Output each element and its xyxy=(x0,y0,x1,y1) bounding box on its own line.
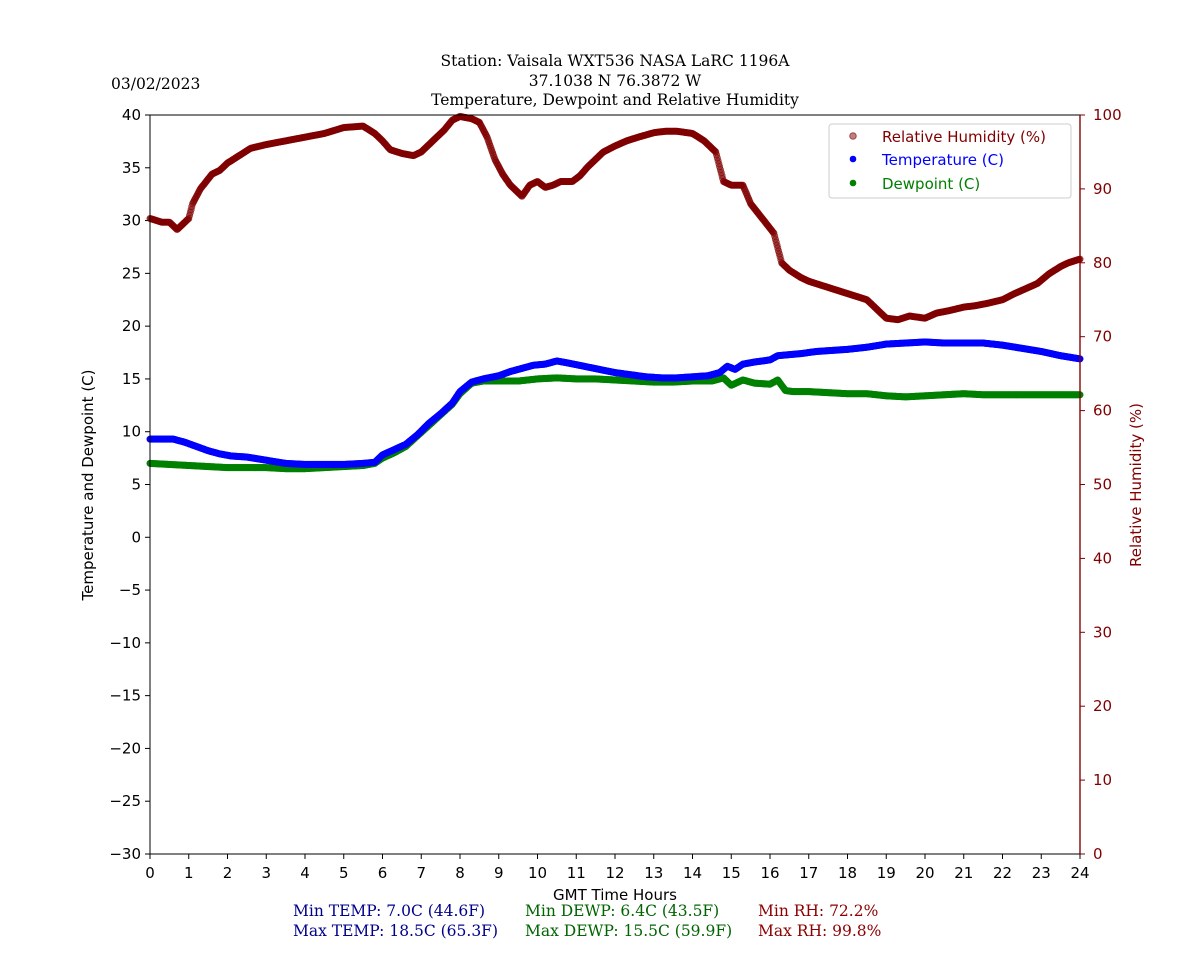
x-tick-label: 0 xyxy=(145,864,155,882)
legend: Relative Humidity (%) Temperature (C) De… xyxy=(828,123,1072,199)
legend-marker-temperature xyxy=(849,155,857,163)
y-tick-label: 40 xyxy=(122,106,141,124)
x-tick-label: 12 xyxy=(605,864,624,882)
y-tick-label: 10 xyxy=(122,423,141,441)
x-tick-label: 7 xyxy=(416,864,426,882)
x-tick-label: 5 xyxy=(339,864,349,882)
y2-tick-label: 80 xyxy=(1093,254,1112,272)
y2-tick-label: 10 xyxy=(1093,771,1112,789)
y2-tick-label: 100 xyxy=(1093,106,1122,124)
y2-tick-label: 20 xyxy=(1093,697,1112,715)
legend-label-temperature: Temperature (C) xyxy=(881,151,1004,169)
x-tick-label: 2 xyxy=(223,864,233,882)
min-rh-stat: Min RH: 72.2% xyxy=(758,902,878,920)
x-tick-label: 13 xyxy=(644,864,663,882)
x-tick-label: 22 xyxy=(993,864,1012,882)
y2-tick-label: 0 xyxy=(1093,845,1103,863)
y2-tick-label: 70 xyxy=(1093,328,1112,346)
x-tick-label: 1 xyxy=(184,864,194,882)
title-coordinates: 37.1038 N 76.3872 W xyxy=(529,72,702,90)
y-axis-ticks: −30 −25 −20 −15 −10 −5 0 5 10 15 20 25 30 35 40 xyxy=(109,106,150,863)
y-tick-label: 30 xyxy=(122,212,141,230)
x-tick-label: 18 xyxy=(838,864,857,882)
legend-box xyxy=(828,123,1072,199)
y-tick-label: 20 xyxy=(122,317,141,335)
rh-series xyxy=(146,113,1084,324)
dewpoint-series xyxy=(146,374,1084,473)
x-tick-label: 16 xyxy=(760,864,779,882)
y-tick-label: 5 xyxy=(131,476,141,494)
min-dewp-stat: Min DEWP: 6.4C (43.5F) xyxy=(525,902,719,920)
y2-tick-label: 60 xyxy=(1093,402,1112,420)
max-temp-stat: Max TEMP: 18.5C (65.3F) xyxy=(293,922,498,940)
y-tick-label: 25 xyxy=(122,264,141,282)
y2-axis-ticks: 0 10 20 30 40 50 60 70 80 90 100 xyxy=(1080,106,1122,863)
x-axis-label: GMT Time Hours xyxy=(553,886,677,904)
legend-label-rh: Relative Humidity (%) xyxy=(882,128,1046,146)
legend-marker-dewpoint xyxy=(849,179,857,187)
chart-title: Temperature, Dewpoint and Relative Humid… xyxy=(431,91,799,109)
y-tick-label: 35 xyxy=(122,159,141,177)
x-tick-label: 20 xyxy=(915,864,934,882)
x-tick-label: 4 xyxy=(300,864,310,882)
x-tick-label: 19 xyxy=(877,864,896,882)
temperature-series xyxy=(146,338,1084,468)
title-station: Station: Vaisala WXT536 NASA LaRC 1196A xyxy=(441,52,791,70)
y2-tick-label: 90 xyxy=(1093,180,1112,198)
y-axis-label: Temperature and Dewpoint (C) xyxy=(79,369,97,601)
x-tick-label: 17 xyxy=(799,864,818,882)
x-tick-label: 11 xyxy=(567,864,586,882)
x-tick-label: 9 xyxy=(494,864,504,882)
x-tick-label: 15 xyxy=(722,864,741,882)
y-tick-label: −5 xyxy=(119,581,141,599)
x-tick-label: 6 xyxy=(378,864,388,882)
x-tick-label: 14 xyxy=(683,864,702,882)
legend-label-dewpoint: Dewpoint (C) xyxy=(882,175,980,193)
x-tick-label: 10 xyxy=(528,864,547,882)
y-tick-label: 15 xyxy=(122,370,141,388)
x-tick-label: 8 xyxy=(455,864,465,882)
min-temp-stat: Min TEMP: 7.0C (44.6F) xyxy=(293,902,485,920)
y-tick-label: −10 xyxy=(109,634,141,652)
x-tick-label: 24 xyxy=(1070,864,1089,882)
y-tick-label: −20 xyxy=(109,739,141,757)
max-dewp-stat: Max DEWP: 15.5C (59.9F) xyxy=(525,922,732,940)
y-tick-label: −30 xyxy=(109,845,141,863)
max-rh-stat: Max RH: 99.8% xyxy=(758,922,881,940)
y-tick-label: 0 xyxy=(131,528,141,546)
x-tick-label: 21 xyxy=(954,864,973,882)
y2-tick-label: 40 xyxy=(1093,549,1112,567)
x-axis-ticks: 0 1 2 3 4 5 6 7 8 9 10 11 12 13 14 15 16 17 18 19 20 21 22 23 24 xyxy=(145,854,1090,882)
y2-axis-label: Relative Humidity (%) xyxy=(1127,403,1145,567)
y2-tick-label: 50 xyxy=(1093,476,1112,494)
plot-frame xyxy=(149,114,1081,855)
x-tick-label: 3 xyxy=(261,864,271,882)
y2-tick-label: 30 xyxy=(1093,623,1112,641)
date-label: 03/02/2023 xyxy=(111,75,200,93)
legend-marker-rh xyxy=(849,132,857,140)
y-tick-label: −15 xyxy=(109,687,141,705)
x-tick-label: 23 xyxy=(1032,864,1051,882)
y-tick-label: −25 xyxy=(109,792,141,810)
